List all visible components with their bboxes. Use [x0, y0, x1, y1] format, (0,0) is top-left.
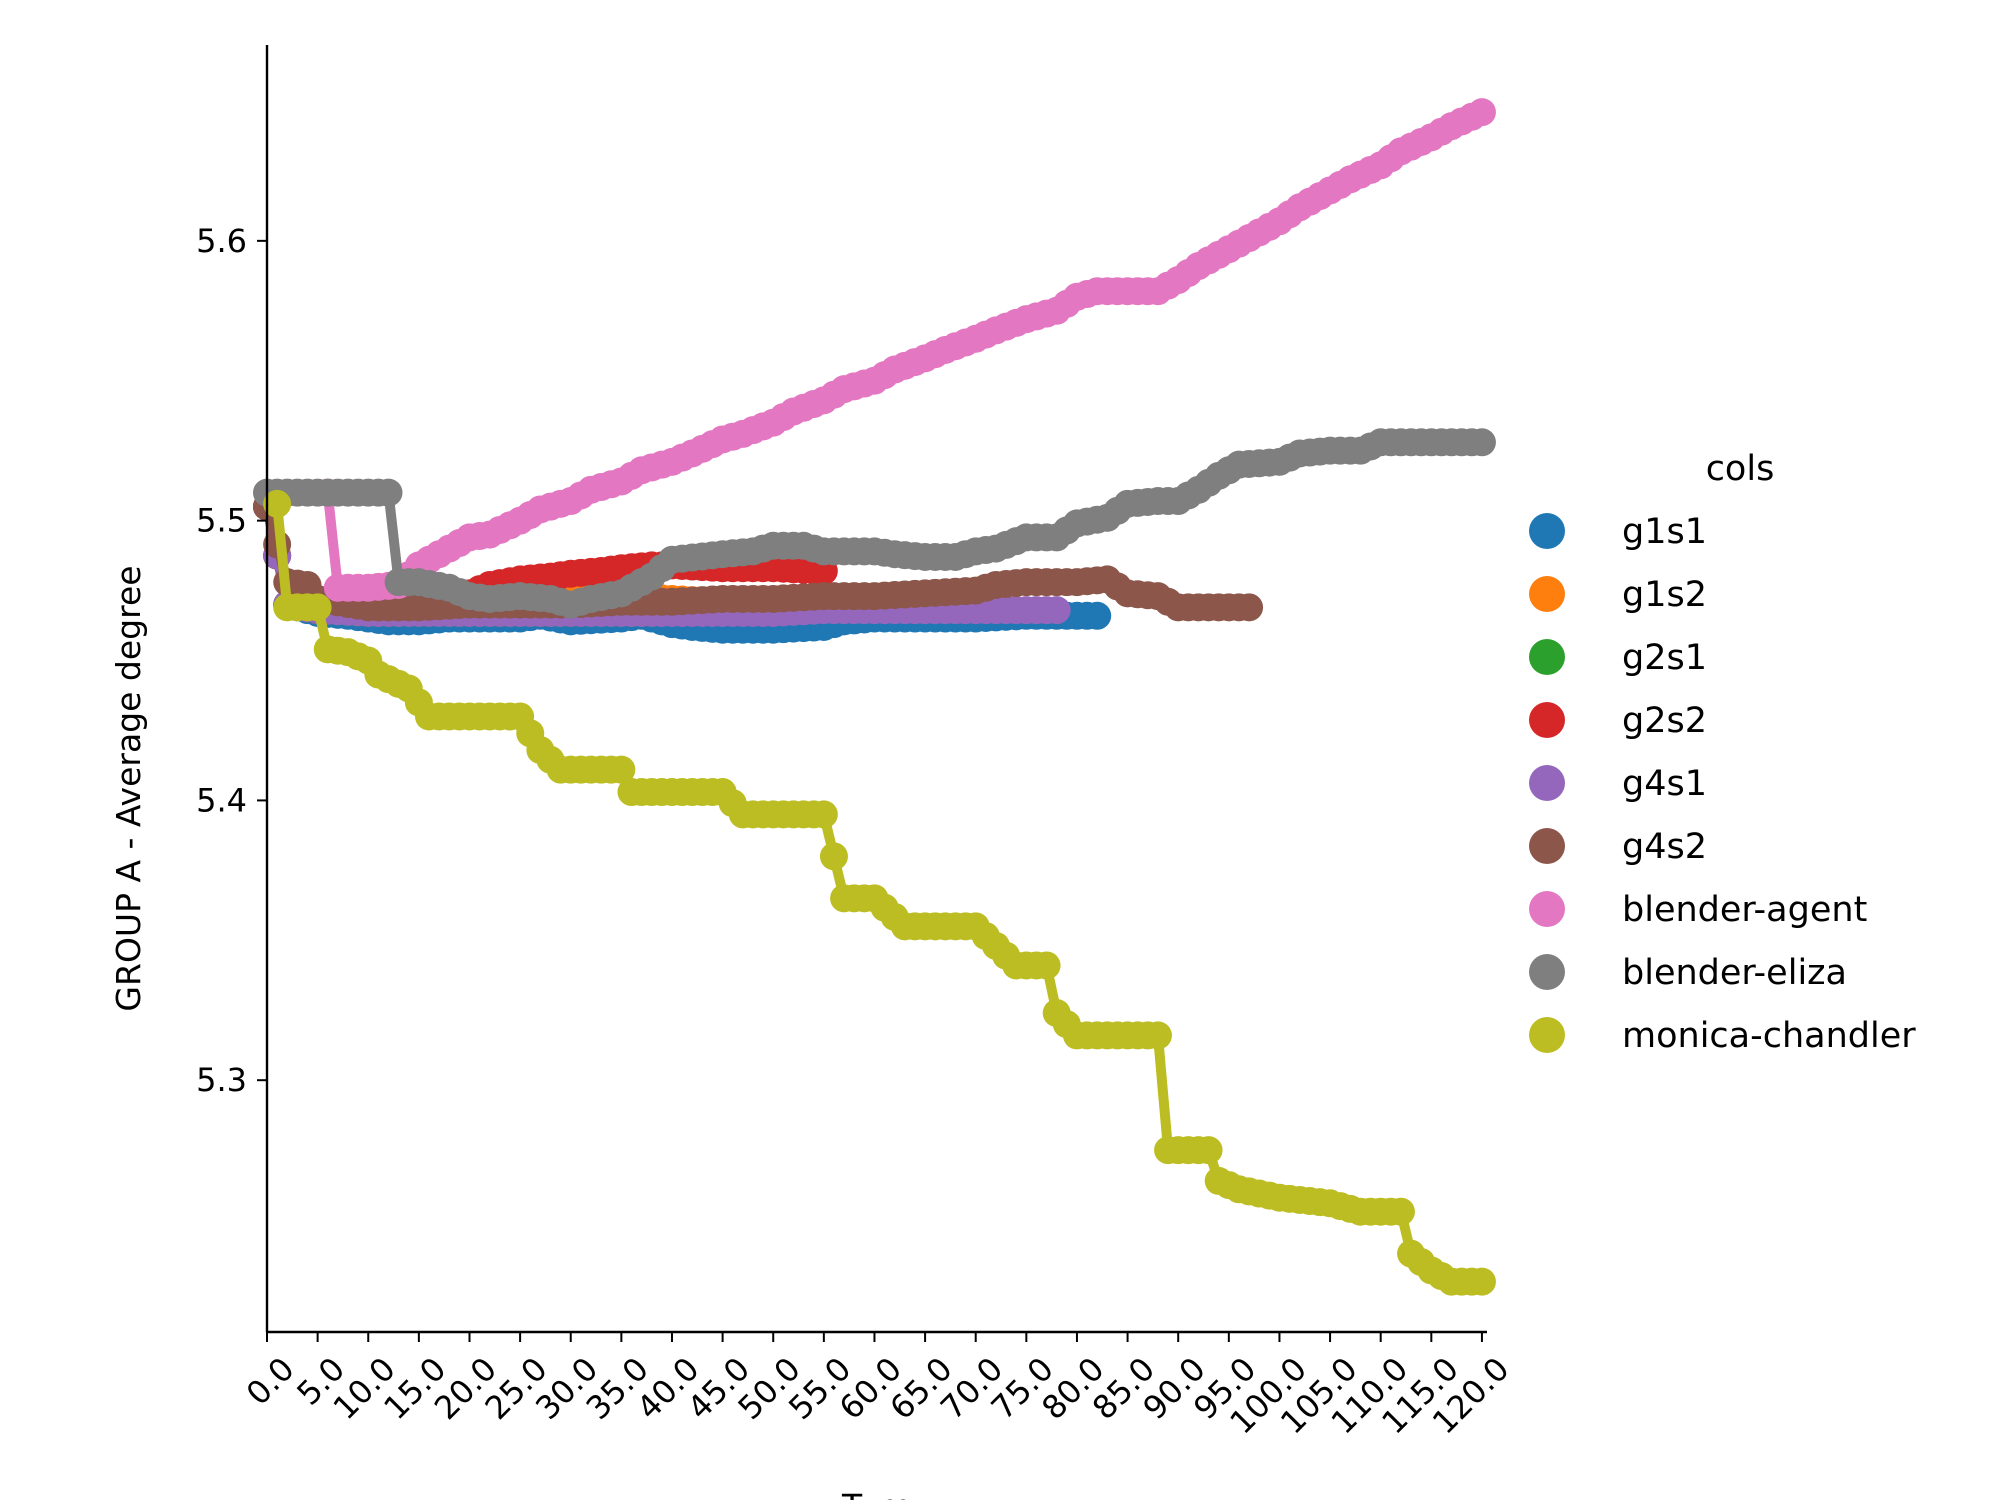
series-layer: [253, 98, 1496, 1296]
data-point: [1386, 1197, 1415, 1226]
series-blender-agent: [313, 98, 1496, 602]
y-tick-label: 5.3: [196, 1061, 247, 1099]
legend-item-blender-agent: blender-agent: [1529, 890, 1867, 930]
data-point: [374, 478, 403, 507]
data-point: [1194, 1136, 1223, 1165]
axes-layer: 0.05.010.015.020.025.030.035.040.045.050…: [109, 45, 1517, 1500]
x-ticks: 0.05.010.015.020.025.030.035.040.045.050…: [239, 1332, 1517, 1441]
data-point: [607, 755, 636, 784]
x-axis-label: Turn: [841, 1487, 912, 1500]
data-point: [809, 800, 838, 829]
legend-label: blender-agent: [1622, 890, 1867, 930]
legend-item-g2s1: g2s1: [1529, 638, 1707, 678]
legend-swatch: [1529, 702, 1565, 738]
data-point: [1032, 951, 1061, 980]
legend-swatch: [1529, 765, 1565, 801]
legend-item-monica-chandler: monica-chandler: [1529, 1016, 1916, 1056]
legend: cols g1s1 g1s2 g2s1 g2s2 g4s1 g4s2 blender-age…: [1529, 449, 1916, 1056]
series-g4s2: [253, 492, 1264, 622]
legend-item-g2s2: g2s2: [1529, 701, 1707, 741]
legend-item-g1s2: g1s2: [1529, 575, 1707, 615]
data-point: [1467, 1267, 1496, 1296]
series-monica-chandler: [263, 489, 1496, 1296]
legend-label: g2s2: [1622, 701, 1707, 741]
series-blender-eliza: [253, 428, 1496, 619]
legend-label: monica-chandler: [1622, 1016, 1916, 1056]
data-point: [263, 489, 292, 518]
legend-swatch: [1529, 828, 1565, 864]
legend-label: g2s1: [1622, 638, 1707, 678]
legend-label: g1s1: [1622, 512, 1707, 552]
y-ticks: 5.3 5.4 5.5 5.6: [196, 222, 267, 1099]
legend-item-g1s1: g1s1: [1529, 512, 1707, 552]
y-tick-label: 5.5: [196, 502, 247, 540]
data-point: [1143, 1021, 1172, 1050]
data-point: [819, 842, 848, 871]
data-point: [1235, 593, 1264, 622]
legend-label: g4s1: [1622, 764, 1707, 804]
legend-title: cols: [1706, 449, 1775, 489]
data-point: [1083, 601, 1112, 630]
legend-label: blender-eliza: [1622, 953, 1847, 993]
legend-swatch: [1529, 576, 1565, 612]
legend-item-g4s2: g4s2: [1529, 827, 1707, 867]
legend-item-blender-eliza: blender-eliza: [1529, 953, 1847, 993]
legend-item-g4s1: g4s1: [1529, 764, 1707, 804]
legend-swatch: [1529, 954, 1565, 990]
y-axis-label: GROUP A - Average degree: [109, 565, 148, 1011]
legend-swatch: [1529, 513, 1565, 549]
legend-label: g1s2: [1622, 575, 1707, 615]
data-point: [1467, 428, 1496, 457]
data-point: [1467, 98, 1496, 127]
legend-label: g4s2: [1622, 827, 1707, 867]
legend-swatch: [1529, 639, 1565, 675]
legend-items: g1s1 g1s2 g2s1 g2s2 g4s1 g4s2 blender-agent ble…: [1529, 512, 1916, 1056]
data-point: [1042, 596, 1071, 625]
x-tick-label: 0.0: [239, 1350, 302, 1413]
legend-swatch: [1529, 891, 1565, 927]
legend-swatch: [1529, 1017, 1565, 1053]
y-tick-label: 5.4: [196, 781, 247, 819]
data-point: [303, 593, 332, 622]
y-tick-label: 5.6: [196, 222, 247, 260]
